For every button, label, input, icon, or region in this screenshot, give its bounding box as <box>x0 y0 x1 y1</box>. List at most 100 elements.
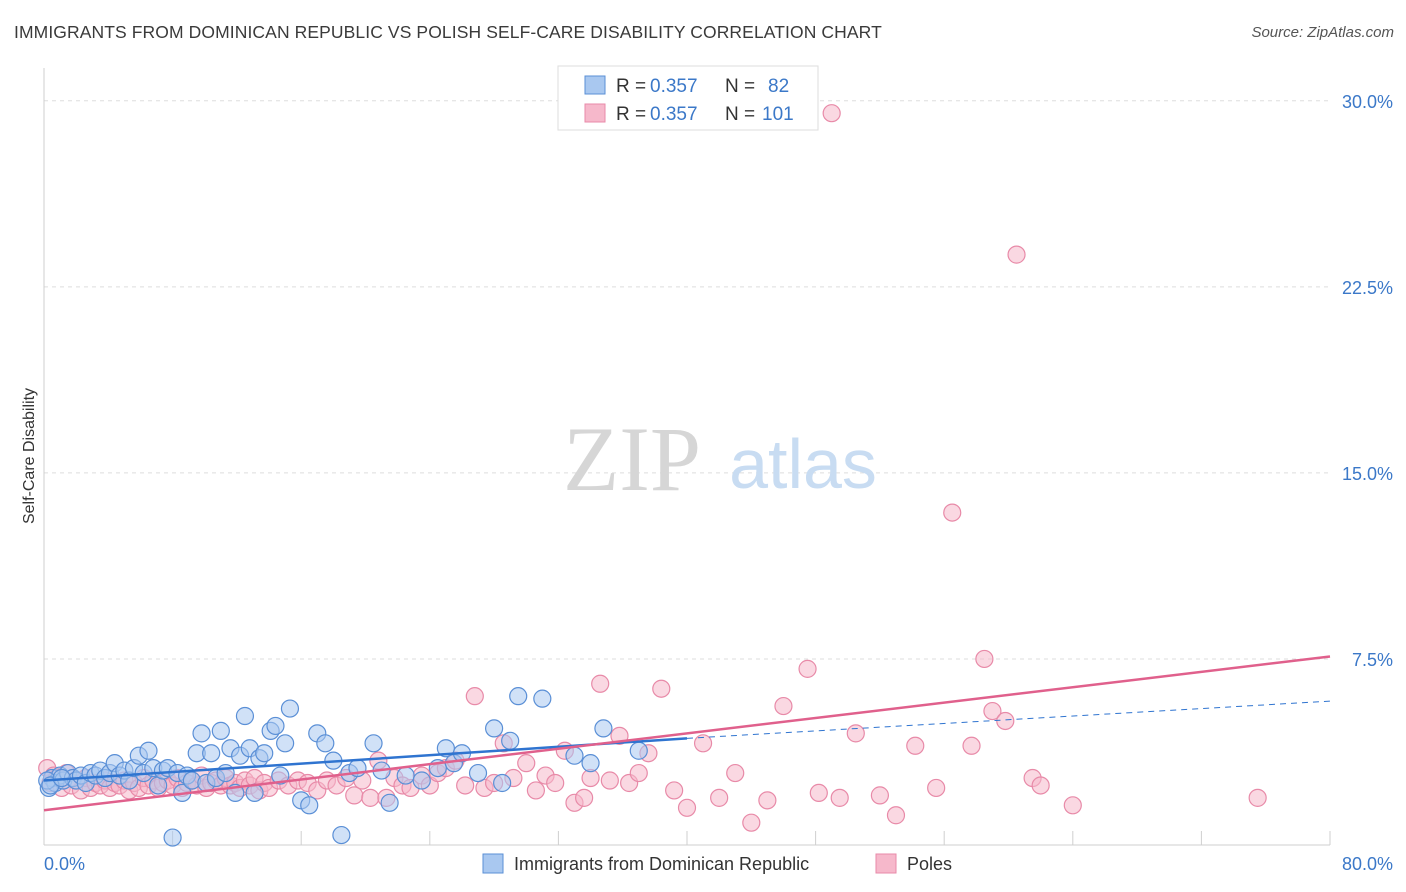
dominican-point-49 <box>271 766 290 785</box>
poles-point-90 <box>665 781 684 800</box>
legend-label-dominican: Immigrants from Dominican Republic <box>514 854 809 874</box>
poles-point-106 <box>943 503 962 522</box>
poles-point-89 <box>652 679 671 698</box>
poles-trend-line <box>43 655 1331 812</box>
poles-point-69 <box>456 776 475 795</box>
poles-point-114 <box>1007 245 1026 264</box>
dominican-point-75 <box>565 746 584 765</box>
y-tick-label-1: 15.0% <box>1342 464 1393 484</box>
y-tick-label-0: 7.5% <box>1352 650 1393 670</box>
tick-labels: 7.5% 15.0% 22.5% 30.0% 0.0% 80.0% <box>44 92 1393 874</box>
poles-point-112 <box>1031 776 1050 795</box>
legend-label-poles: Poles <box>907 854 952 874</box>
dominican-point-60 <box>364 734 383 753</box>
legend-swatch-dominican <box>482 853 504 874</box>
dominican-point-63 <box>396 766 415 785</box>
axes <box>43 68 1331 846</box>
dominican-point-62 <box>380 793 399 812</box>
watermark-atlas: atlas <box>729 425 877 503</box>
dominican-point-33 <box>192 724 211 743</box>
dominican-point-22 <box>139 741 158 760</box>
poles-point-96 <box>758 791 777 810</box>
poles-point-99 <box>809 783 828 803</box>
dominican-point-46 <box>255 744 274 763</box>
dominican-point-51 <box>280 699 300 718</box>
legend-swatch-poles <box>875 853 897 874</box>
poles-point-104 <box>906 736 925 755</box>
dominican-point-71 <box>493 773 512 793</box>
poles-point-110 <box>996 711 1015 731</box>
poles-point-107 <box>962 736 981 755</box>
poles-point-75 <box>517 754 536 773</box>
dominican-point-72 <box>501 731 520 750</box>
legend-n-label-blue: N = <box>725 76 755 97</box>
dominican-points <box>38 687 648 847</box>
legend-stats: R = 0.357 N = 82 R = 0.357 N = 101 <box>557 65 819 131</box>
x-tick-label-0: 0.0% <box>44 854 85 874</box>
legend-r-value-blue: 0.357 <box>650 76 698 97</box>
poles-point-102 <box>870 786 890 805</box>
legend-series: Immigrants from Dominican Republic Poles <box>482 853 952 874</box>
dominican-point-35 <box>202 744 221 763</box>
x-tick-label-1: 80.0% <box>1342 854 1393 874</box>
poles-point-70 <box>465 687 484 706</box>
poles-point-101 <box>846 724 865 743</box>
legend-n-label-pink: N = <box>725 104 755 125</box>
poles-point-93 <box>710 788 729 807</box>
poles-point-103 <box>886 806 906 825</box>
dominican-point-74 <box>533 689 552 708</box>
dominican-point-70 <box>485 719 504 738</box>
poles-point-116 <box>1248 788 1267 807</box>
legend-n-value-blue: 82 <box>768 76 789 97</box>
legend-stats-swatch-blue <box>584 75 606 95</box>
dominican-point-77 <box>594 719 613 738</box>
dominican-point-69 <box>468 763 488 783</box>
legend-r-label-blue: R = <box>616 76 646 97</box>
gridlines <box>44 100 1330 660</box>
dominican-point-64 <box>412 771 431 790</box>
legend-r-label-pink: R = <box>616 104 646 125</box>
poles-point-92 <box>693 734 713 753</box>
dominican-point-73 <box>509 687 528 706</box>
legend-n-value-pink: 101 <box>762 104 794 125</box>
poles-point-98 <box>798 659 817 678</box>
poles-point-87 <box>629 763 648 783</box>
dominican-point-37 <box>211 721 230 740</box>
poles-point-56 <box>345 786 364 805</box>
poles-point-91 <box>677 798 697 817</box>
poles-point-83 <box>591 674 610 693</box>
poles-point-113 <box>1063 796 1082 815</box>
dominican-point-53 <box>300 796 319 815</box>
source-credit: Source: ZipAtlas.com <box>1251 24 1394 41</box>
y-tick-label-3: 30.0% <box>1342 92 1393 112</box>
watermark-zip: ZIP <box>563 408 701 510</box>
watermark: ZIP atlas <box>563 408 877 510</box>
poles-point-105 <box>927 778 946 798</box>
trend-lines <box>43 655 1331 812</box>
poles-point-84 <box>600 771 619 790</box>
legend-stats-swatch-pink <box>584 103 606 123</box>
poles-point-109 <box>983 701 1002 721</box>
dominican-point-50 <box>276 734 295 753</box>
dominican-point-76 <box>581 754 600 773</box>
dominican-point-48 <box>266 716 285 736</box>
y-tick-label-2: 22.5% <box>1342 278 1393 298</box>
poles-point-100 <box>830 788 849 807</box>
y-axis-label: Self-Care Disability <box>21 388 38 524</box>
dominican-trend-extension <box>686 700 1331 739</box>
poles-point-94 <box>726 763 745 783</box>
legend-r-value-pink: 0.357 <box>650 104 698 125</box>
dominican-point-57 <box>332 825 351 845</box>
dominican-point-55 <box>316 734 335 753</box>
dominican-point-27 <box>163 828 182 847</box>
poles-point-81 <box>575 788 594 807</box>
poles-point-95 <box>742 813 761 832</box>
dominican-point-42 <box>235 706 255 726</box>
poles-point-115 <box>822 104 841 123</box>
poles-point-97 <box>774 696 793 716</box>
poles-point-58 <box>361 788 380 807</box>
poles-point-76 <box>526 781 545 800</box>
dominican-point-78 <box>629 741 648 760</box>
chart-title: IMMIGRANTS FROM DOMINICAN REPUBLIC VS PO… <box>14 22 882 42</box>
